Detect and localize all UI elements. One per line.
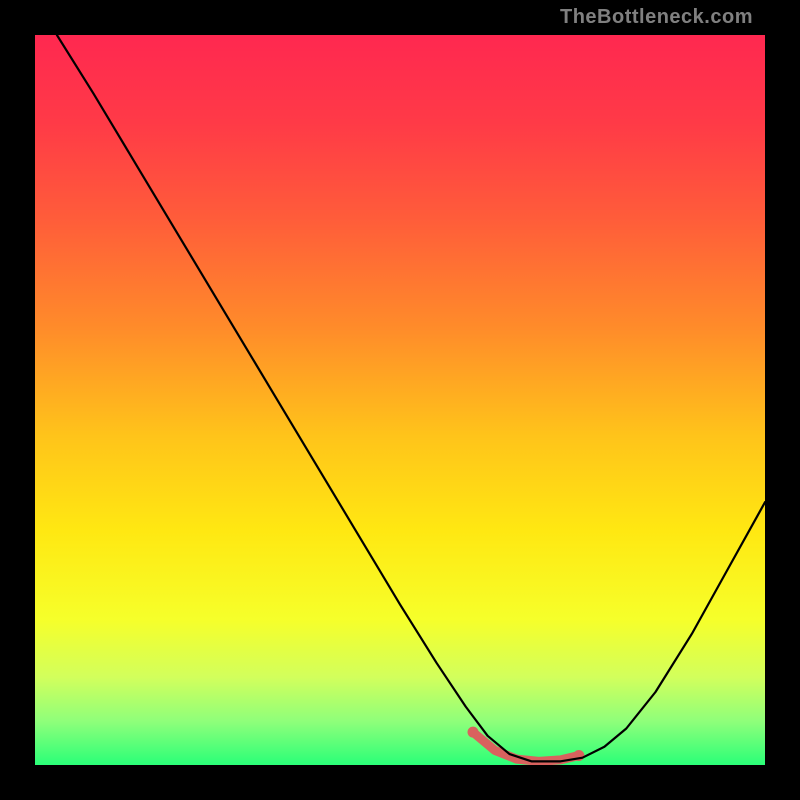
plot-background xyxy=(35,35,765,765)
watermark-text: TheBottleneck.com xyxy=(560,6,753,29)
optimal-range-endpoint xyxy=(468,727,479,738)
plot-area xyxy=(35,35,765,765)
chart-frame: TheBottleneck.com xyxy=(0,0,800,800)
